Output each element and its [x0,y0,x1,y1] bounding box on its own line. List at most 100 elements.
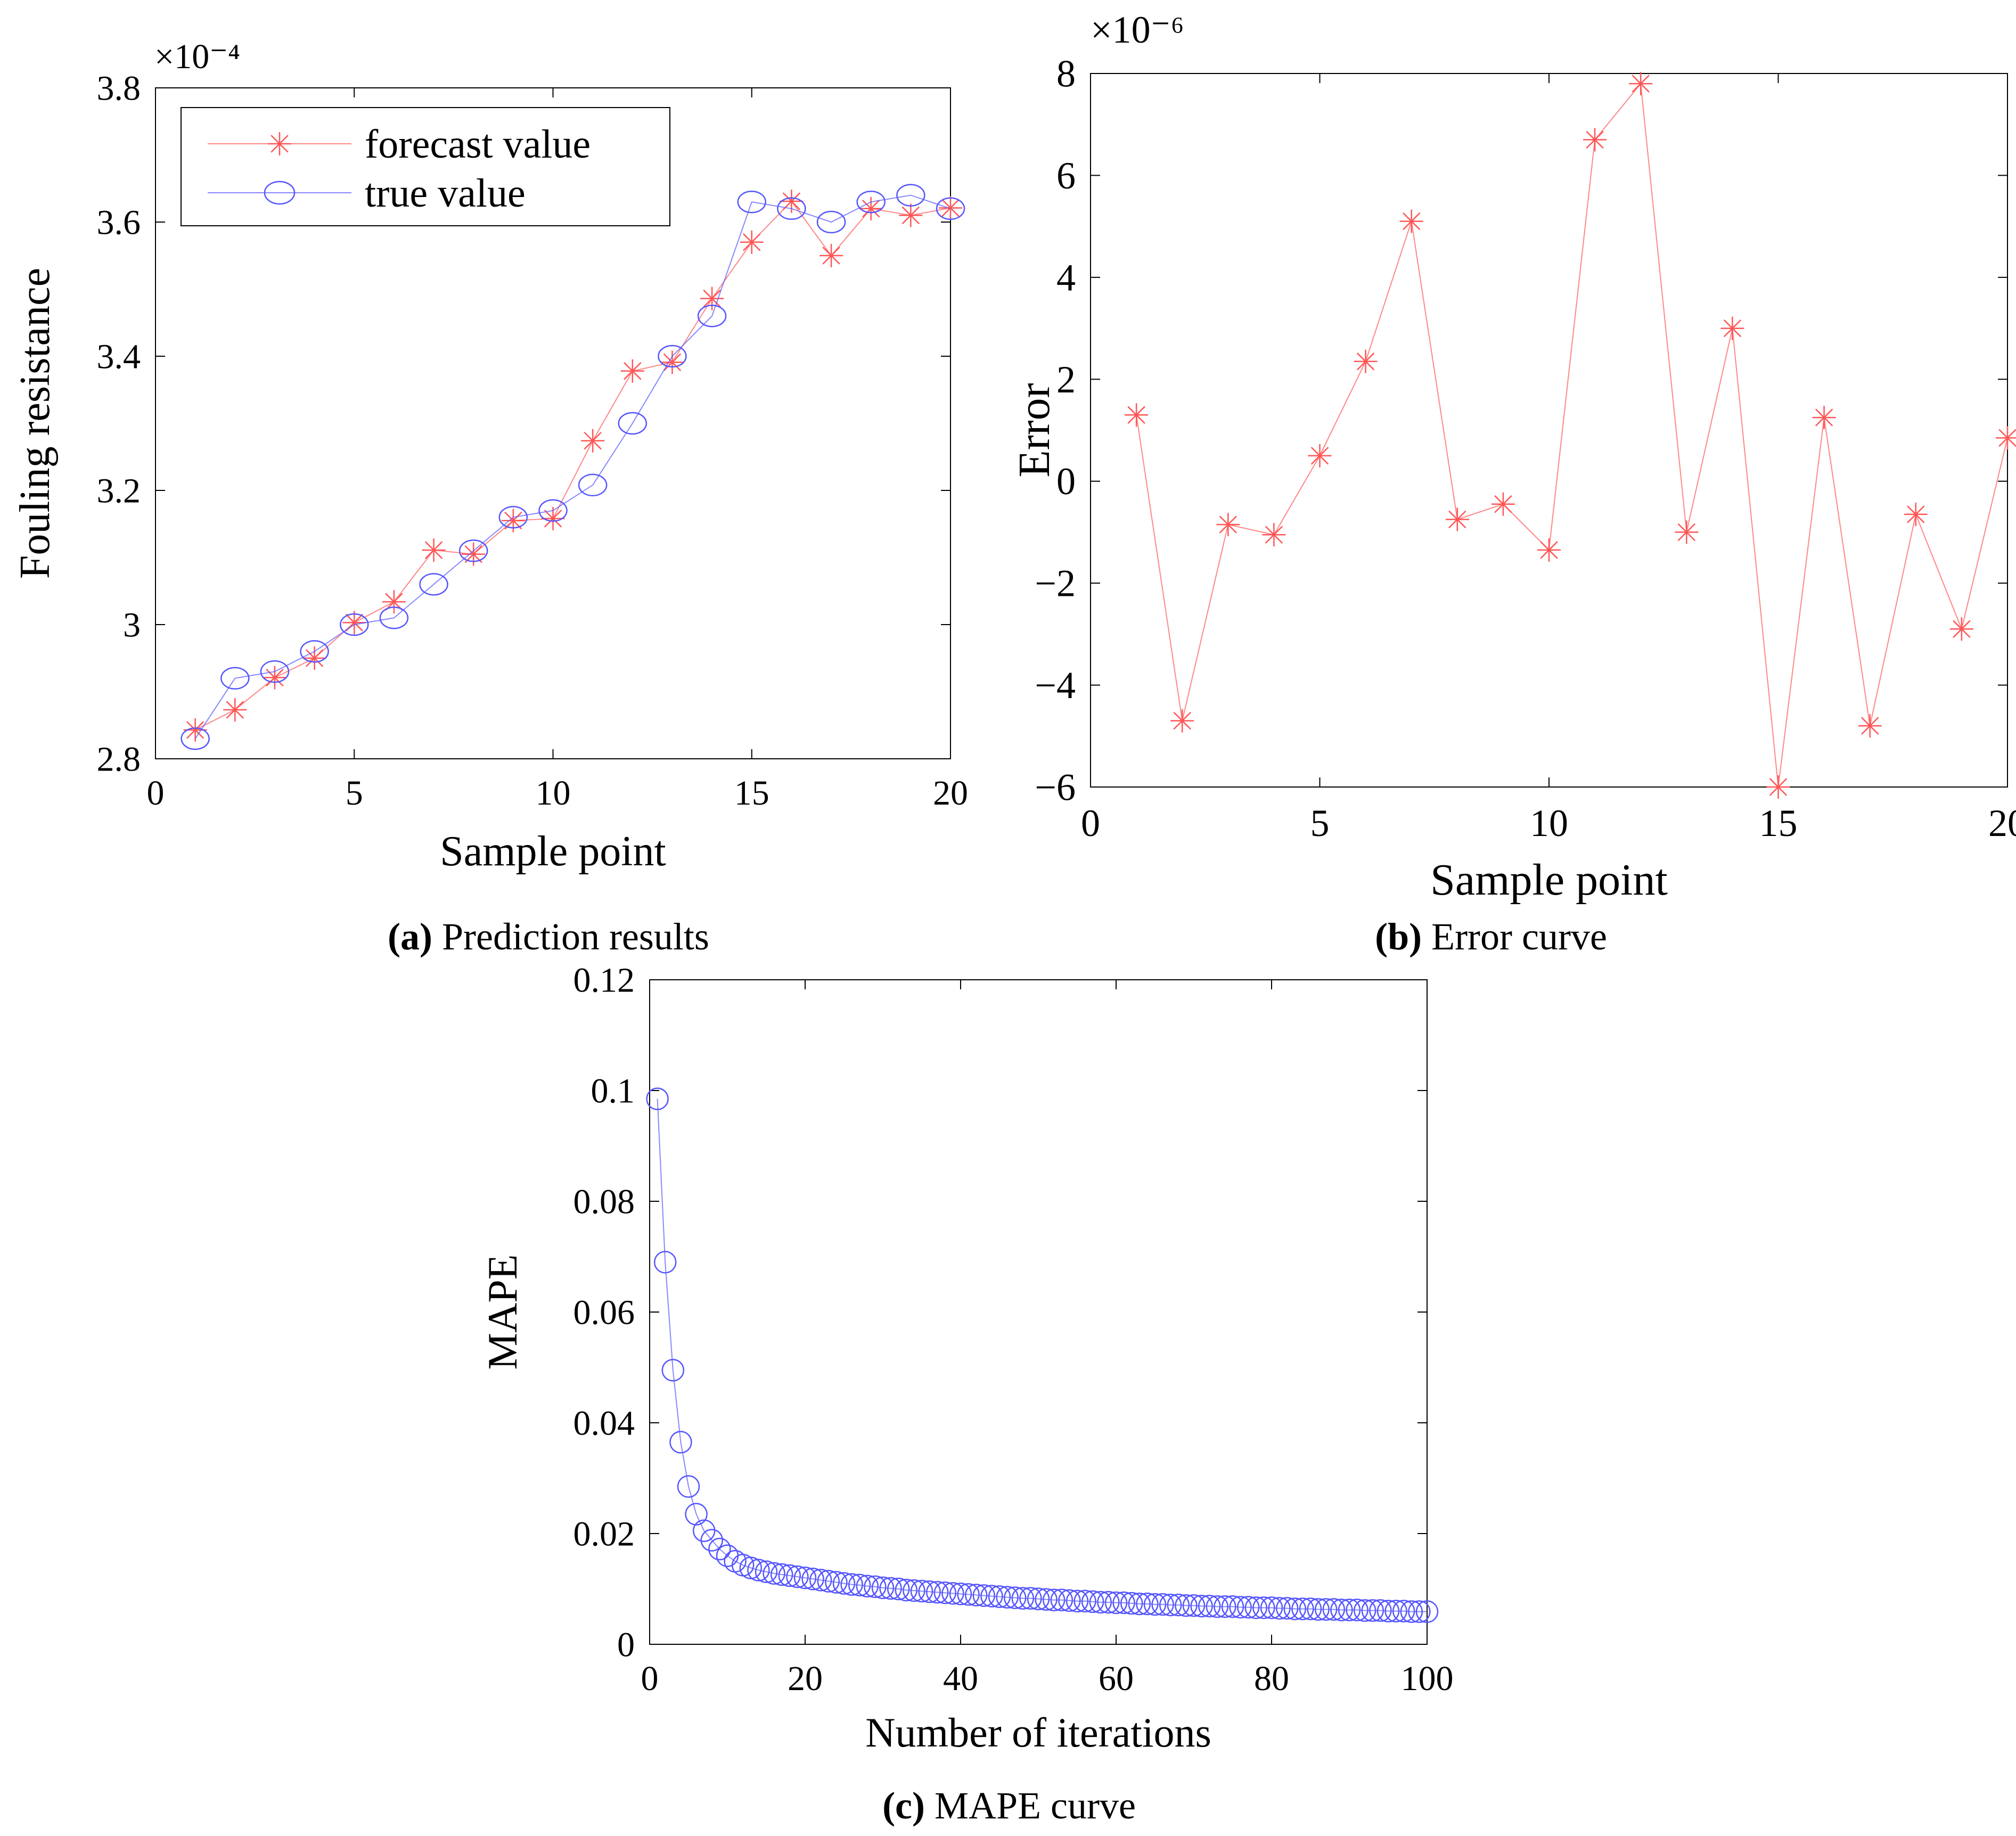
data-point-circle [419,573,448,596]
data-point-circle [1236,1596,1260,1619]
y-tick-label: 8 [1056,52,1076,95]
data-point-circle [661,1358,685,1382]
data-point-circle [941,1582,964,1605]
data-point-circle [848,1573,871,1596]
data-point-circle [1151,1593,1174,1616]
y-tick-label: 0 [617,1625,635,1664]
data-point-circle [1384,1600,1407,1622]
data-point-circle [1097,1591,1120,1614]
plot-frame [1090,73,2008,788]
data-point-star [1812,406,1836,430]
data-point-star [382,590,406,614]
data-point-circle [1353,1599,1376,1622]
data-point-circle [697,305,727,327]
data-point-circle [1081,1590,1104,1613]
y-tick-label: 0.06 [573,1293,635,1332]
data-point-star [899,203,923,227]
data-point-circle [786,1565,809,1588]
data-point-star [302,646,326,670]
data-point-star [1262,523,1286,547]
data-point-circle [181,727,210,750]
legend-label: forecast value [365,122,591,167]
legend-box [181,107,670,226]
data-point-circle [925,1580,949,1604]
data-point-circle [1143,1593,1167,1616]
data-point-circle [1291,1597,1314,1620]
chart-prediction-results: 0 5 10 15 20 2.8 3 3.2 3.4 3.6 3.8 ×10⁻⁴ Sample poin… [12,37,968,875]
caption-b-text: Error curve [1422,915,1607,958]
data-point-circle [1058,1589,1081,1612]
data-point-circle [825,1571,848,1594]
y-tick-label: 3.4 [97,337,141,376]
axis-exponent: ×10⁻⁴ [154,37,240,76]
data-point-circle [972,1584,996,1607]
legend-circle-marker [264,181,296,205]
data-point-star [1629,72,1653,96]
caption-c: (c) MAPE curve [882,1784,1136,1828]
data-point-circle [1299,1597,1322,1620]
data-point-circle [1221,1595,1244,1618]
data-point-circle [658,345,687,368]
data-point-star [740,230,764,254]
data-point-circle [692,1519,716,1543]
data-point-circle [896,184,925,207]
data-point-star [223,698,247,722]
data-point-circle [1338,1599,1361,1621]
data-point-circle [220,667,250,690]
chart-mape-curve: 0 20 40 60 80 100 0 0.02 0.04 0.06 0.08 0.1 0.12 Numb… [479,961,1454,1756]
y-tick-label: 3.2 [97,471,141,510]
data-point-circle [980,1585,1003,1608]
data-point-circle [1198,1594,1221,1618]
data-point-circle [1283,1597,1307,1620]
data-point-circle [1027,1587,1050,1610]
data-point-star [1170,709,1194,733]
y-tick-label: 0.12 [573,961,635,999]
data-point-circle [300,640,329,663]
data-point-circle [1361,1599,1384,1622]
caption-b-letter: (b) [1375,915,1422,958]
plot-frame [649,979,1428,1645]
data-point-circle [747,1559,770,1581]
series-line-1 [194,194,951,739]
data-point-circle [340,613,369,636]
data-point-circle [755,1560,778,1584]
data-point-circle [498,506,528,529]
data-point-circle [1128,1592,1151,1616]
x-tick-label: 100 [1401,1659,1454,1698]
data-point-star [1308,444,1332,468]
data-point-circle [809,1569,832,1592]
data-point-circle [887,1577,910,1601]
x-tick-label: 10 [536,774,571,813]
data-point-circle [856,1575,879,1598]
data-point-circle [1408,1600,1431,1623]
y-tick-label: 0.1 [591,1071,635,1110]
series-line-0 [1136,82,2008,788]
y-tick-label: −6 [1035,766,1076,808]
data-point-circle [910,1579,933,1603]
x-tick-label: 15 [1759,802,1798,845]
data-point-circle [871,1576,895,1600]
x-tick-label: 15 [734,774,769,813]
data-point-circle [1392,1600,1415,1622]
x-tick-label: 20 [788,1659,823,1698]
data-point-star [780,189,804,213]
data-point-circle [1244,1596,1268,1619]
x-axis-label: Sample point [440,828,666,875]
data-point-circle [1190,1594,1213,1618]
chart-error-curve: 0 5 10 15 20 −6 −4 −2 0 2 4 6 8 ×10⁻⁶ Sample point Erro… [1012,9,2016,905]
data-point-star [1445,507,1469,531]
data-point-star [620,359,644,383]
data-point-star [1766,775,1790,799]
data-point-star [1904,502,1928,526]
data-point-circle [653,1251,677,1274]
data-point-circle [856,190,886,214]
caption-c-letter: (c) [882,1784,925,1827]
y-tick-label: 0.02 [573,1514,635,1553]
data-point-circle [1206,1595,1229,1618]
data-point-circle [832,1572,856,1595]
caption-c-text: MAPE curve [924,1784,1136,1827]
data-point-circle [793,1566,817,1589]
y-tick-label: −4 [1035,664,1076,707]
data-point-circle [1104,1591,1128,1614]
